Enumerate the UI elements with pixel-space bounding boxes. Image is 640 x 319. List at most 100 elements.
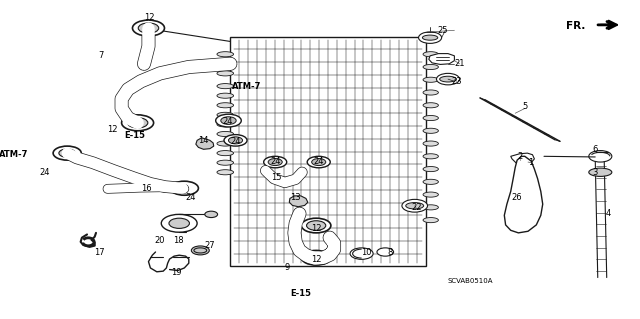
Circle shape	[307, 156, 330, 168]
Text: 12: 12	[311, 224, 321, 233]
Text: 25: 25	[438, 26, 448, 35]
Ellipse shape	[423, 154, 438, 159]
Ellipse shape	[440, 76, 456, 82]
Ellipse shape	[423, 64, 438, 70]
Text: ATM-7: ATM-7	[232, 82, 261, 91]
Polygon shape	[196, 138, 214, 149]
Text: 7: 7	[99, 51, 104, 60]
Circle shape	[228, 137, 243, 144]
Text: 14: 14	[198, 136, 209, 145]
Ellipse shape	[217, 93, 234, 98]
Text: 2: 2	[517, 152, 522, 161]
Circle shape	[122, 115, 154, 131]
Circle shape	[312, 159, 326, 166]
Circle shape	[224, 135, 247, 146]
Text: 6: 6	[593, 145, 598, 154]
Polygon shape	[511, 153, 534, 164]
Ellipse shape	[217, 103, 234, 108]
Ellipse shape	[423, 52, 438, 57]
Circle shape	[216, 114, 241, 127]
Text: 10: 10	[362, 248, 372, 256]
Circle shape	[307, 253, 326, 263]
Ellipse shape	[423, 141, 438, 146]
Circle shape	[132, 20, 164, 36]
Text: 26: 26	[512, 193, 522, 202]
Ellipse shape	[217, 122, 234, 127]
Text: 1: 1	[529, 158, 534, 167]
Text: 19: 19	[172, 268, 182, 277]
Circle shape	[138, 23, 159, 33]
Circle shape	[307, 221, 326, 230]
Text: FR.: FR.	[566, 20, 586, 31]
Text: ATM-7: ATM-7	[0, 150, 29, 159]
Text: 4: 4	[605, 209, 611, 218]
Circle shape	[53, 146, 81, 160]
Text: 24: 24	[222, 117, 232, 126]
Text: 21: 21	[454, 59, 465, 68]
Circle shape	[191, 246, 209, 255]
Circle shape	[205, 211, 218, 218]
Text: 12: 12	[144, 13, 154, 22]
Circle shape	[169, 218, 189, 228]
Ellipse shape	[423, 167, 438, 172]
Ellipse shape	[217, 141, 234, 146]
Polygon shape	[289, 196, 308, 207]
Text: 18: 18	[173, 236, 183, 245]
Text: 9: 9	[285, 263, 290, 272]
Ellipse shape	[217, 170, 234, 175]
Ellipse shape	[422, 35, 438, 40]
Ellipse shape	[423, 179, 438, 184]
Text: 12: 12	[311, 256, 321, 264]
Ellipse shape	[589, 168, 612, 176]
Ellipse shape	[423, 128, 438, 133]
Polygon shape	[429, 54, 454, 64]
Ellipse shape	[423, 115, 438, 121]
Text: 20: 20	[155, 236, 165, 245]
Ellipse shape	[217, 160, 234, 165]
Text: 3: 3	[593, 168, 598, 177]
Text: 13: 13	[291, 193, 301, 202]
Text: 24: 24	[270, 157, 280, 166]
Ellipse shape	[217, 52, 234, 57]
Text: 22: 22	[412, 203, 422, 212]
Text: 5: 5	[522, 102, 527, 111]
Text: 15: 15	[271, 173, 282, 182]
Text: 23: 23	[452, 77, 462, 86]
Circle shape	[264, 156, 287, 168]
Circle shape	[402, 199, 428, 212]
Circle shape	[127, 118, 148, 128]
Circle shape	[377, 248, 394, 256]
Ellipse shape	[217, 61, 234, 66]
Ellipse shape	[423, 218, 438, 223]
Text: 24: 24	[230, 137, 241, 146]
Circle shape	[301, 218, 331, 233]
Circle shape	[221, 117, 236, 124]
Circle shape	[161, 214, 197, 232]
Polygon shape	[504, 156, 543, 233]
Circle shape	[59, 149, 76, 157]
Text: 12: 12	[108, 125, 118, 134]
Ellipse shape	[423, 103, 438, 108]
Text: 27: 27	[205, 241, 215, 250]
Ellipse shape	[217, 151, 234, 156]
Text: 8: 8	[388, 248, 393, 256]
Ellipse shape	[423, 77, 438, 82]
Circle shape	[170, 181, 198, 195]
Ellipse shape	[217, 112, 234, 117]
Text: 24: 24	[40, 168, 50, 177]
Text: SCVAB0510A: SCVAB0510A	[447, 278, 493, 284]
Ellipse shape	[217, 84, 234, 89]
Circle shape	[350, 248, 373, 259]
Circle shape	[268, 159, 282, 166]
Text: 16: 16	[141, 184, 151, 193]
Circle shape	[436, 73, 460, 85]
Circle shape	[301, 250, 331, 265]
Ellipse shape	[423, 192, 438, 197]
Text: 24: 24	[314, 157, 324, 166]
Circle shape	[589, 151, 612, 162]
Ellipse shape	[217, 131, 234, 137]
Ellipse shape	[423, 205, 438, 210]
Ellipse shape	[217, 71, 234, 76]
Text: 17: 17	[94, 248, 104, 256]
Ellipse shape	[423, 90, 438, 95]
